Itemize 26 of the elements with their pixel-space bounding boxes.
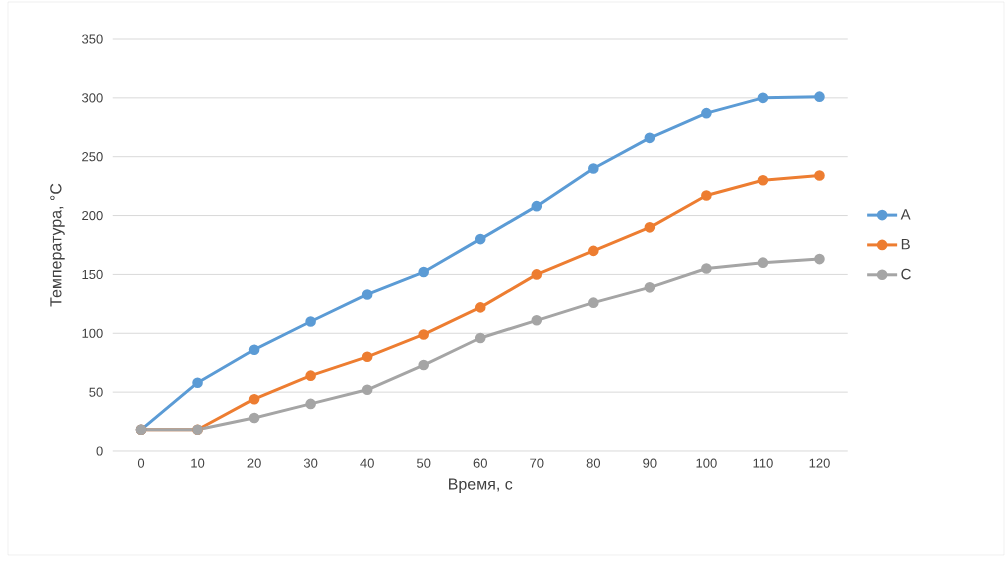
x-tick-label: 80 bbox=[586, 458, 601, 468]
x-tick-label: 60 bbox=[473, 458, 487, 468]
x-tick-label: 100 bbox=[696, 458, 717, 468]
x-tick-label: 20 bbox=[247, 458, 261, 468]
y-tick-label: 350 bbox=[82, 34, 103, 44]
y-tick-label: 150 bbox=[82, 269, 103, 280]
legend-label: A bbox=[900, 209, 911, 220]
x-tick-label: 40 bbox=[360, 458, 374, 468]
y-axis-title: Температура, °C bbox=[50, 183, 65, 307]
x-tick-label: 90 bbox=[643, 458, 657, 468]
x-tick-label: 110 bbox=[753, 458, 773, 468]
y-tick-label: 200 bbox=[82, 210, 103, 221]
x-tick-label: 50 bbox=[416, 458, 431, 468]
x-tick-label: 120 bbox=[809, 458, 830, 468]
y-tick-label: 250 bbox=[82, 152, 103, 162]
y-tick-label: 300 bbox=[82, 93, 103, 103]
y-tick-label: 100 bbox=[82, 328, 103, 338]
x-tick-label: 70 bbox=[530, 458, 544, 468]
y-tick-label: 0 bbox=[96, 446, 103, 456]
legend-label: C bbox=[901, 268, 911, 280]
x-tick-label: 10 bbox=[191, 458, 205, 468]
x-tick-label: 0 bbox=[137, 458, 145, 468]
legend-label: B bbox=[901, 239, 910, 250]
y-tick-label: 50 bbox=[89, 387, 103, 397]
x-tick-label: 30 bbox=[303, 458, 318, 468]
x-axis-title: Время, с bbox=[449, 478, 513, 493]
